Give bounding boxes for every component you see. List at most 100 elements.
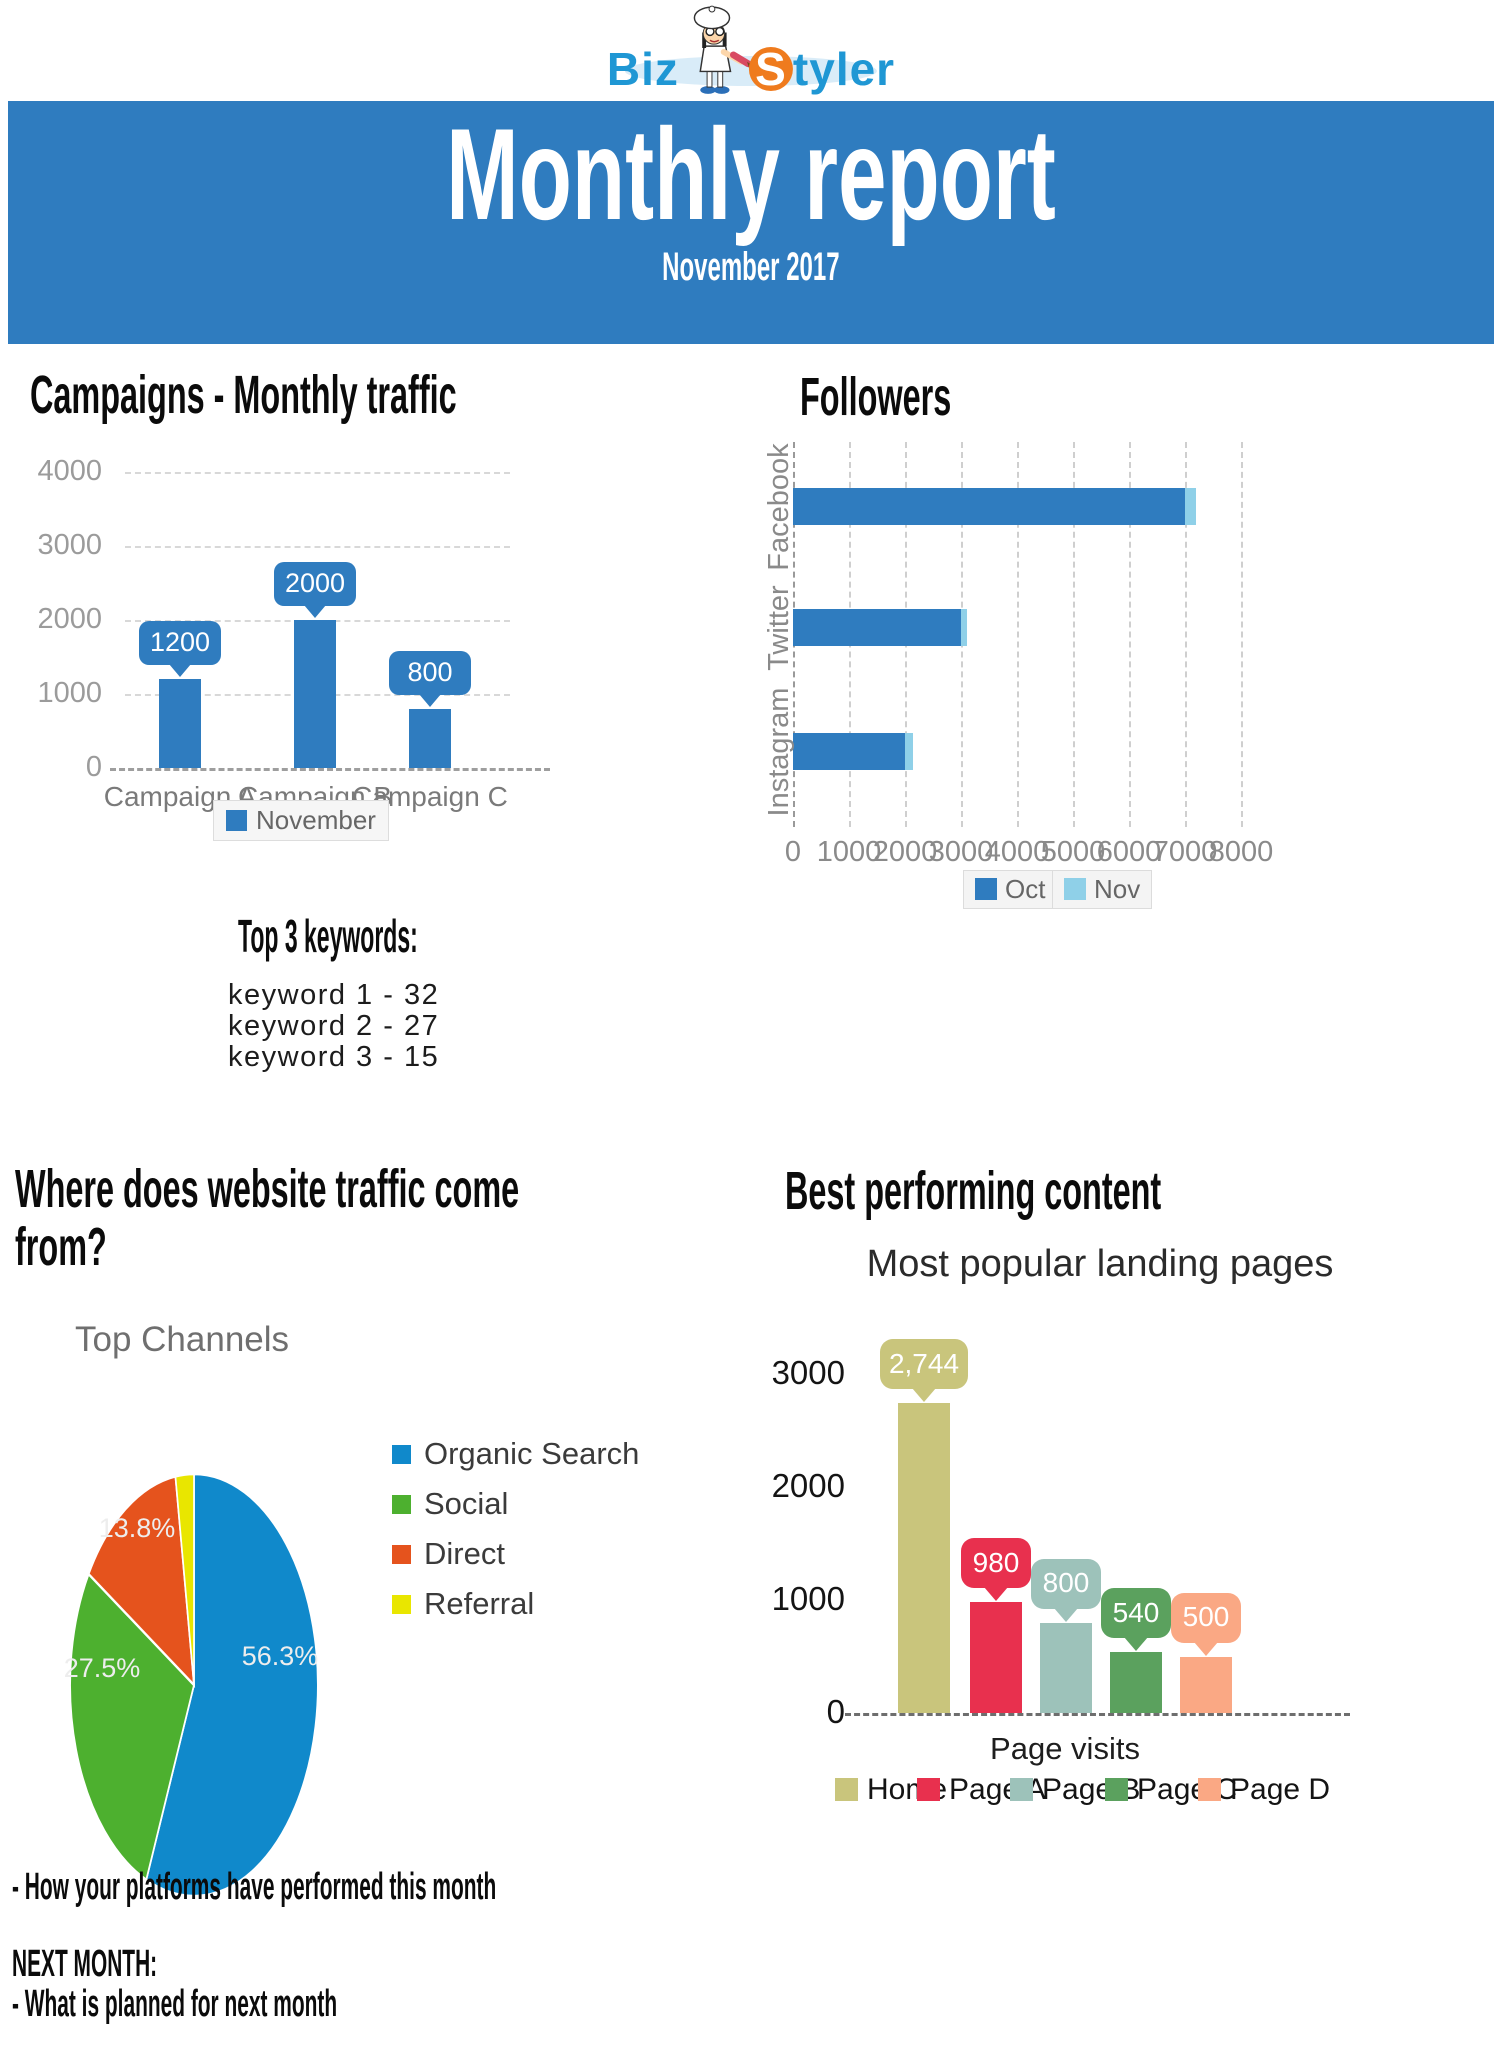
banner: Monthly report November 2017: [8, 101, 1494, 344]
legend-swatch: [392, 1544, 411, 1564]
x-axis-label: Page visits: [990, 1731, 1140, 1766]
x-tick-label: 8000: [1208, 836, 1274, 868]
pie-slice-social: [69, 1572, 196, 1882]
channels-legend: Organic Search Social Direct Referral: [392, 1436, 640, 1637]
legend-label: Oct: [1005, 874, 1046, 904]
y-tick-label: 2000: [771, 1467, 845, 1504]
value-bubble: 2,744: [880, 1338, 968, 1389]
channels-pie: 56.3% 27.5% 13.8%: [64, 1465, 323, 1905]
gridline: [1017, 442, 1019, 827]
legend-swatch: [226, 809, 247, 831]
legend-label: Page D: [1230, 1773, 1331, 1806]
gridline: [1073, 442, 1075, 827]
pie-slice-direct: [87, 1474, 196, 1688]
x-tick-label: 5000: [1040, 836, 1106, 868]
traffic-heading: Where does website traffic come from?: [15, 1159, 520, 1278]
bar-oct: [793, 609, 961, 646]
bar: [1180, 1656, 1232, 1713]
x-tick-label: 4000: [984, 836, 1050, 868]
legend: Oct: [963, 870, 1058, 909]
x-tick-label: 1000: [816, 836, 882, 868]
legend-swatch: [1198, 1778, 1221, 1801]
y-tick-label: 1000: [771, 1580, 845, 1617]
keyword-item: keyword 1 - 32: [228, 979, 440, 1011]
logo-text-biz: Biz: [606, 43, 679, 95]
value-bubble: 2000: [274, 562, 356, 606]
bubble-tail-icon: [912, 1387, 936, 1402]
y-tick-label: 0: [826, 1693, 845, 1730]
legend-item: Social: [392, 1486, 639, 1522]
legend-swatch: [975, 878, 997, 901]
content-subtitle: Most popular landing pages: [866, 1243, 1334, 1285]
bubble-tail-icon: [1054, 1607, 1078, 1622]
bar: [1110, 1651, 1162, 1713]
legend-label: Organic Search: [424, 1436, 640, 1471]
channels-subtitle: Top Channels: [75, 1320, 290, 1359]
footer-line-1: - How your platforms have performed this…: [12, 1866, 497, 1908]
y-category-label: Instagram: [763, 687, 795, 817]
gridline: [125, 472, 510, 474]
legend-swatch: [1010, 1778, 1033, 1801]
legend-swatch: [392, 1594, 411, 1614]
legend-label: Referral: [424, 1586, 535, 1622]
bar: [898, 1402, 950, 1713]
campaigns-chart: 0 1000 2000 3000 4000 1200 Campaign A 2000 Campa…: [30, 440, 650, 890]
y-tick-label: 2000: [37, 603, 102, 635]
keywords-heading: Top 3 keywords:: [238, 910, 418, 962]
slice-label: 27.5%: [63, 1653, 141, 1683]
pie-slice-organic-search: [145, 1472, 319, 1898]
slice-label: 13.8%: [98, 1513, 176, 1543]
y-tick-label: 1000: [37, 677, 102, 709]
keywords-list: keyword 1 - 32 keyword 2 - 27 keyword 3 …: [228, 980, 439, 1073]
legend-item: Referral: [392, 1587, 639, 1621]
painter-character-icon: [693, 5, 753, 94]
x-tick-label: 2000: [872, 836, 938, 868]
zero-line: [845, 1713, 1350, 1716]
legend-label: Social: [424, 1486, 509, 1522]
x-tick-label: 3000: [928, 836, 994, 868]
value-bubble: 1200: [139, 621, 221, 666]
footer-line-2: - What is planned for next month: [12, 1983, 338, 2025]
keyword-item: keyword 2 - 27: [228, 1010, 440, 1042]
legend-swatch: [1064, 878, 1086, 901]
report-title: Monthly report: [446, 101, 1056, 247]
legend-swatch: [835, 1778, 858, 1801]
gridline: [125, 546, 510, 548]
gridline: [1129, 442, 1131, 827]
legend-swatch: [1105, 1778, 1128, 1801]
bubble-tail-icon: [419, 693, 441, 707]
content-heading: Best performing content: [785, 1161, 1162, 1221]
campaigns-heading: Campaigns - Monthly traffic: [30, 365, 457, 425]
followers-chart: 0 1000 2000 3000 4000 5000 6000 7000 8000 Faceboo…: [763, 430, 1470, 930]
logo-text-styler-rest: tyler: [792, 43, 896, 95]
bar: [1040, 1622, 1092, 1713]
y-tick-label: 3000: [37, 529, 102, 561]
bar: [409, 708, 451, 768]
gridline: [1241, 442, 1243, 827]
pie-slice-referral: [174, 1472, 195, 1686]
bar: [294, 620, 336, 768]
followers-heading: Followers: [800, 367, 952, 427]
legend-label: November: [256, 805, 376, 835]
bar-oct: [793, 488, 1185, 525]
legend-item: Page D: [1198, 1773, 1330, 1806]
legend: November: [213, 800, 389, 841]
value-bubble: 980: [961, 1538, 1031, 1589]
bar: [159, 679, 201, 768]
bubble-tail-icon: [1124, 1636, 1148, 1651]
legend-label: Direct: [424, 1536, 505, 1572]
bubble-tail-icon: [304, 605, 326, 618]
y-tick-label: 3000: [771, 1354, 845, 1391]
landing-chart: 0 1000 2000 3000 2,744 980 800 540 500 Page visit…: [772, 1338, 1490, 1820]
value-bubble: 500: [1171, 1592, 1241, 1643]
legend-label: Nov: [1094, 874, 1141, 904]
legend-item: Direct: [392, 1537, 639, 1571]
logo-paint-blob: S: [748, 46, 793, 92]
y-tick-label: 0: [85, 751, 102, 783]
x-tick-label: 7000: [1152, 836, 1218, 868]
report-subtitle: November 2017: [662, 245, 840, 289]
gridline: [1185, 442, 1187, 827]
legend-swatch: [917, 1778, 940, 1801]
